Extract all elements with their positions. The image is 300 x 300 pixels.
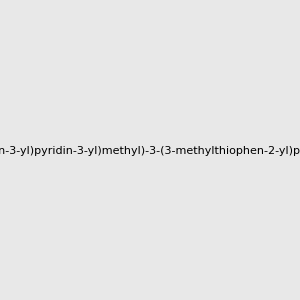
Text: N-((5-(furan-3-yl)pyridin-3-yl)methyl)-3-(3-methylthiophen-2-yl)propanamide: N-((5-(furan-3-yl)pyridin-3-yl)methyl)-3… — [0, 146, 300, 157]
